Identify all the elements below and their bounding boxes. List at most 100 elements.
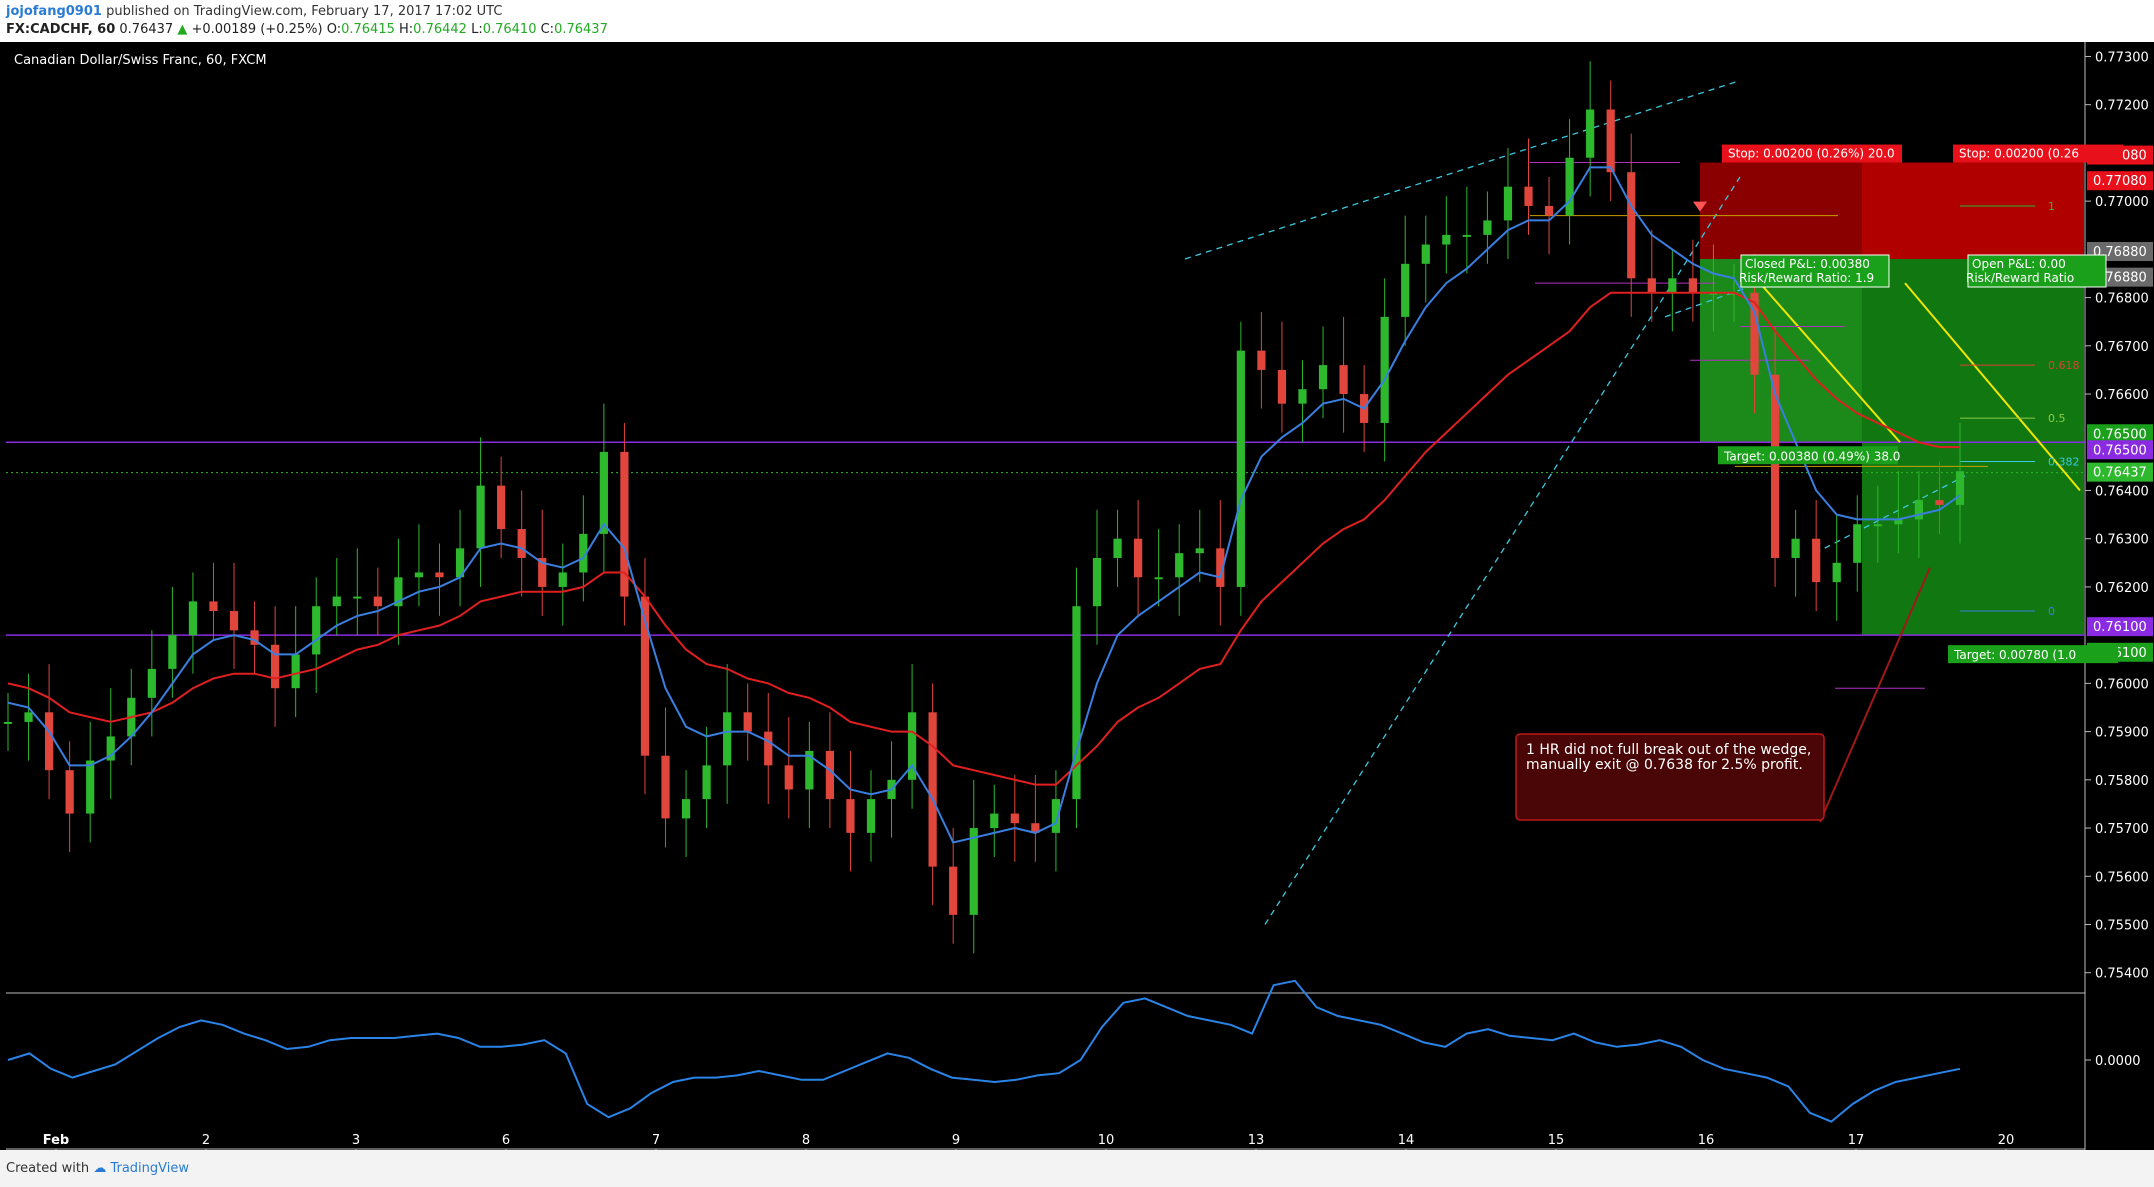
- y-tick-label: 0.75400: [2095, 967, 2149, 982]
- low-label: L:: [471, 22, 483, 37]
- candle-body: [846, 799, 855, 833]
- callout-pointer: [1819, 567, 1931, 823]
- candle-body: [1935, 500, 1944, 505]
- target-label-bg: [1718, 446, 1898, 465]
- author-link[interactable]: jojofang0901: [6, 4, 102, 19]
- candle-body: [1051, 799, 1061, 833]
- symbol-label: FX:CADCHF, 60: [6, 22, 116, 37]
- y-tick-label: 0.75700: [2095, 822, 2149, 837]
- candle-body: [1421, 244, 1430, 264]
- candle-body: [312, 606, 321, 655]
- candle-body: [579, 533, 588, 573]
- candle-body: [1750, 292, 1759, 375]
- tradingview-logo-icon: ☁: [93, 1161, 107, 1176]
- candle-body: [1462, 234, 1471, 237]
- x-tick-label: 13: [1248, 1133, 1265, 1148]
- candle-body: [825, 750, 835, 800]
- candle-body: [1832, 562, 1841, 583]
- pnl-box: [1740, 254, 1890, 288]
- candle-body: [1154, 577, 1163, 580]
- price-label-text: 0.76437: [2093, 466, 2147, 481]
- candle-body: [394, 577, 403, 607]
- candle-body: [866, 799, 876, 833]
- candle-body: [353, 596, 362, 599]
- candle-body: [949, 866, 958, 915]
- candle-body: [1791, 538, 1800, 558]
- y-tick-label: 0.75900: [2095, 726, 2149, 741]
- candle-body: [1873, 524, 1882, 527]
- x-tick-label: 8: [802, 1133, 810, 1148]
- high-value: 0.76442: [413, 22, 467, 37]
- chart-area[interactable]: Canadian Dollar/Swiss Franc, 60, FXCM 1 0…: [0, 42, 2154, 1155]
- candle-body: [476, 485, 485, 549]
- candle-body: [250, 630, 259, 645]
- annotation[interactable]: 1 HR did not full break out of the wedge…: [1515, 567, 1931, 823]
- candle-body: [24, 712, 33, 722]
- fib-label: 1: [2048, 200, 2055, 213]
- chart-title: Canadian Dollar/Swiss Franc, 60, FXCM: [14, 53, 267, 68]
- publish-info: published on TradingView.com, February 1…: [106, 4, 503, 19]
- candle-body: [1072, 606, 1081, 800]
- publish-line: jojofang0901 published on TradingView.co…: [6, 4, 502, 19]
- stop-zone-1: [1700, 162, 1862, 260]
- stop-label-bg: [1953, 144, 2123, 163]
- y-tick-label: 0.77300: [2095, 50, 2149, 65]
- target-label: Target: 0.00780 (1.0: [1953, 648, 2076, 662]
- pnl-label: Open P&L: 0.00: [1972, 257, 2066, 271]
- price-label-text: 0.76500: [2093, 443, 2147, 458]
- candle-body: [1853, 524, 1862, 563]
- x-tick-label: 2: [202, 1133, 210, 1148]
- chart-svg[interactable]: Canadian Dollar/Swiss Franc, 60, FXCM 1 0…: [0, 42, 2154, 1155]
- fib-label: 0: [2048, 605, 2055, 618]
- horizontal-levels: [6, 441, 2085, 636]
- wedge-upper-line: [1184, 79, 1741, 260]
- candle-body: [455, 548, 465, 578]
- price-label-text: 0.77080: [2093, 174, 2147, 189]
- ema-slow-line: [7, 291, 1960, 786]
- candle-body: [373, 596, 382, 607]
- candle-body: [1688, 278, 1697, 293]
- candle-body: [1031, 823, 1040, 833]
- y-tick-label: 0.76700: [2095, 340, 2149, 355]
- change-up-icon: ▲: [177, 22, 188, 37]
- candle-body: [620, 451, 629, 597]
- annotation-box: [1515, 733, 1825, 821]
- annotation-text: 1 HR did not full break out of the wedge…: [1526, 742, 1811, 758]
- candle-body: [271, 644, 280, 689]
- rr-label: Risk/Reward Ratio: [1966, 271, 2074, 285]
- candle-body: [1894, 519, 1903, 525]
- stop-label: Stop: 0.00200 (0.26: [1959, 147, 2079, 161]
- candle-body: [1133, 538, 1143, 578]
- moving-averages: [7, 166, 1961, 844]
- candle-body: [1565, 157, 1574, 216]
- last-price: 0.76437: [119, 22, 174, 37]
- candle-body: [291, 654, 300, 689]
- candle-body: [907, 712, 917, 780]
- candle-body: [661, 755, 670, 819]
- candle-body: [1401, 263, 1410, 317]
- y-tick-label: 0.77200: [2095, 99, 2149, 114]
- x-tick-label: 20: [1998, 1133, 2015, 1148]
- rr-label: Risk/Reward Ratio: 1.9: [1739, 271, 1874, 285]
- y-tick-label: 0.76400: [2095, 484, 2149, 499]
- candle-body: [1627, 172, 1636, 279]
- stop-label-bg: [1722, 144, 1902, 163]
- candle-body: [1113, 538, 1122, 558]
- candle-body: [764, 731, 773, 766]
- candle-body: [1914, 500, 1924, 520]
- candle-body: [517, 529, 526, 558]
- high-label: H:: [399, 22, 414, 37]
- y-tick-label: 0.76200: [2095, 581, 2149, 596]
- tradingview-link[interactable]: TradingView: [110, 1161, 189, 1176]
- projection-arrow-2: [1904, 282, 2081, 492]
- price-label-bg: [2087, 171, 2153, 191]
- entry-arrow-icon: [1693, 201, 1707, 212]
- projection-arrow-1: [1759, 282, 1901, 443]
- candle-body: [1339, 365, 1348, 395]
- price-label-bg: [2087, 462, 2153, 482]
- wedge-lower-line: [1264, 176, 1741, 925]
- candle-body: [1770, 374, 1780, 558]
- candle-body: [1257, 350, 1266, 370]
- candle-body: [106, 736, 115, 761]
- candle-body: [1442, 234, 1451, 245]
